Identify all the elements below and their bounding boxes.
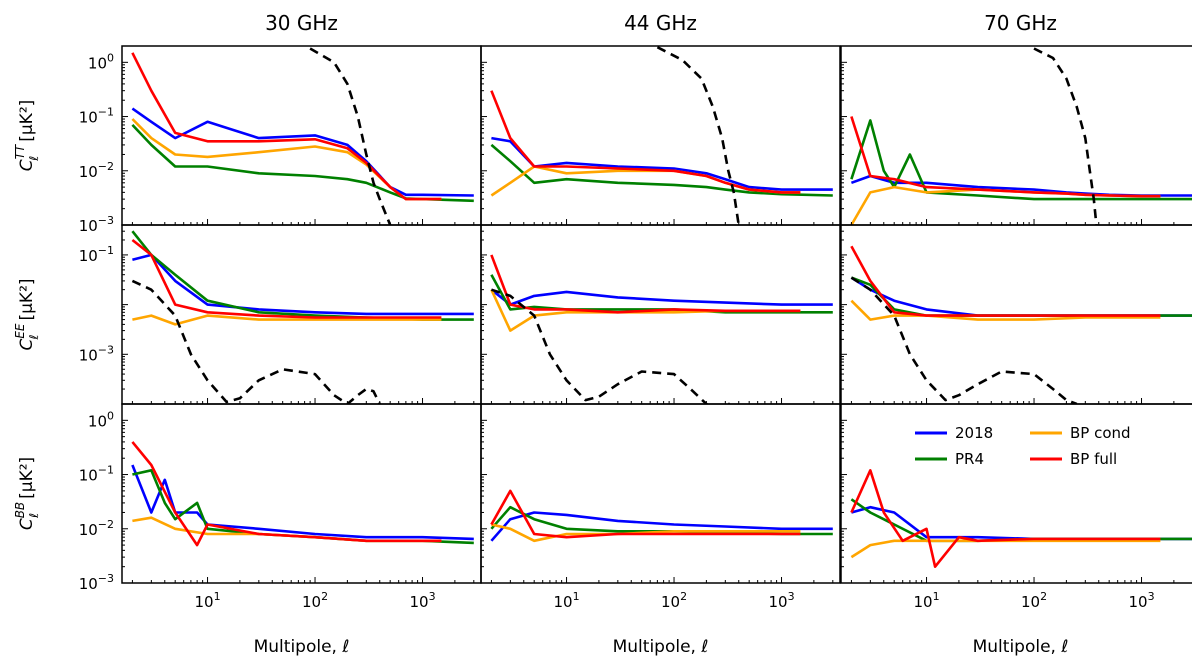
panel-BB-30GHz <box>121 403 482 584</box>
theory-curve <box>656 46 740 225</box>
y-axis-label: CBBℓ[μK²] <box>13 457 41 530</box>
series-bp-cond <box>850 185 1161 225</box>
series-bp-full <box>131 238 442 319</box>
series-group <box>490 254 833 404</box>
panel-frame <box>480 403 841 584</box>
theory-curve <box>850 276 1078 404</box>
tick-label: 10−1 <box>79 106 114 127</box>
legend-label: PR4 <box>955 450 984 468</box>
theory-curve <box>490 288 730 404</box>
series-2018 <box>131 107 474 197</box>
series-2018 <box>131 464 474 541</box>
series-group <box>490 489 833 543</box>
series-2018 <box>490 288 833 306</box>
legend-label: BP cond <box>1070 424 1131 442</box>
tick-label: 103 <box>768 590 794 611</box>
tick-label: 103 <box>1128 590 1154 611</box>
series-group <box>131 47 474 225</box>
series-bp-full <box>490 90 801 194</box>
panel-BB-44GHz <box>480 403 841 584</box>
panel-EE-44GHz <box>480 224 841 405</box>
tick-label: 10−3 <box>79 572 114 593</box>
tick-label: 10−3 <box>79 343 114 364</box>
tick-label: 101 <box>553 590 579 611</box>
x-axis-label: Multipole, ℓ <box>973 637 1069 657</box>
series-bp-full <box>131 52 442 201</box>
column-title: 44 GHz <box>624 11 697 35</box>
tick-label: 10−1 <box>79 464 114 485</box>
panel-TT-30GHz <box>121 45 482 226</box>
legend: 2018 BP cond PR4 BP full <box>915 424 1131 468</box>
y-axis-label: CEEℓ[μK²] <box>13 278 41 350</box>
panel-frame <box>840 403 1192 584</box>
legend-label: BP full <box>1070 450 1117 468</box>
series-bp-full <box>850 245 1161 317</box>
theory-curve <box>1033 47 1098 225</box>
series-bp-full <box>850 468 1161 569</box>
series-group <box>131 230 474 404</box>
panel-BB-70GHz <box>840 403 1192 584</box>
tick-label: 101 <box>194 590 220 611</box>
series-bp-cond <box>850 299 1161 321</box>
series-pr4 <box>850 276 1192 317</box>
tick-label: 10−2 <box>79 160 114 181</box>
tick-label: 102 <box>1021 590 1047 611</box>
series-bp-cond <box>131 118 442 201</box>
series-2018 <box>132 253 474 316</box>
series-bp-cond <box>850 539 1161 559</box>
series-pr4 <box>490 143 833 197</box>
y-axis-label: CTTℓ[μK²] <box>13 100 41 172</box>
series-2018 <box>490 511 833 542</box>
theory-curve <box>131 279 381 404</box>
panel-TT-70GHz <box>840 45 1192 226</box>
series-group <box>850 468 1192 569</box>
column-title: 30 GHz <box>265 11 338 35</box>
series-2018 <box>851 505 1192 541</box>
panel-frame <box>480 45 841 226</box>
series-bp-full <box>131 441 442 547</box>
series-group <box>850 245 1192 404</box>
tick-label: 100 <box>88 51 114 72</box>
series-bp-full <box>490 489 801 539</box>
tick-label: 10−1 <box>79 244 114 265</box>
panel-frame <box>121 403 482 584</box>
series-bp-cond <box>132 314 442 326</box>
tick-label: 10−3 <box>79 214 114 235</box>
column-title: 70 GHz <box>984 11 1057 35</box>
tick-label: 102 <box>661 590 687 611</box>
legend-label: 2018 <box>955 424 993 442</box>
x-axis-label: Multipole, ℓ <box>613 637 709 657</box>
tick-label: 100 <box>88 409 114 430</box>
panel-EE-70GHz <box>840 224 1192 405</box>
tick-label: 101 <box>913 590 939 611</box>
x-axis-label: Multipole, ℓ <box>254 637 350 657</box>
theory-curve <box>309 47 392 225</box>
tick-label: 102 <box>302 590 328 611</box>
series-group <box>850 47 1192 225</box>
tick-label: 10−2 <box>79 518 114 539</box>
series-bp-full <box>490 254 801 314</box>
panel-EE-30GHz <box>121 224 482 405</box>
series-group <box>131 441 474 547</box>
series-group <box>490 46 833 225</box>
series-bp-full <box>850 116 1161 198</box>
tick-label: 103 <box>409 590 435 611</box>
panel-TT-44GHz <box>480 45 841 226</box>
series-pr4 <box>490 274 833 314</box>
